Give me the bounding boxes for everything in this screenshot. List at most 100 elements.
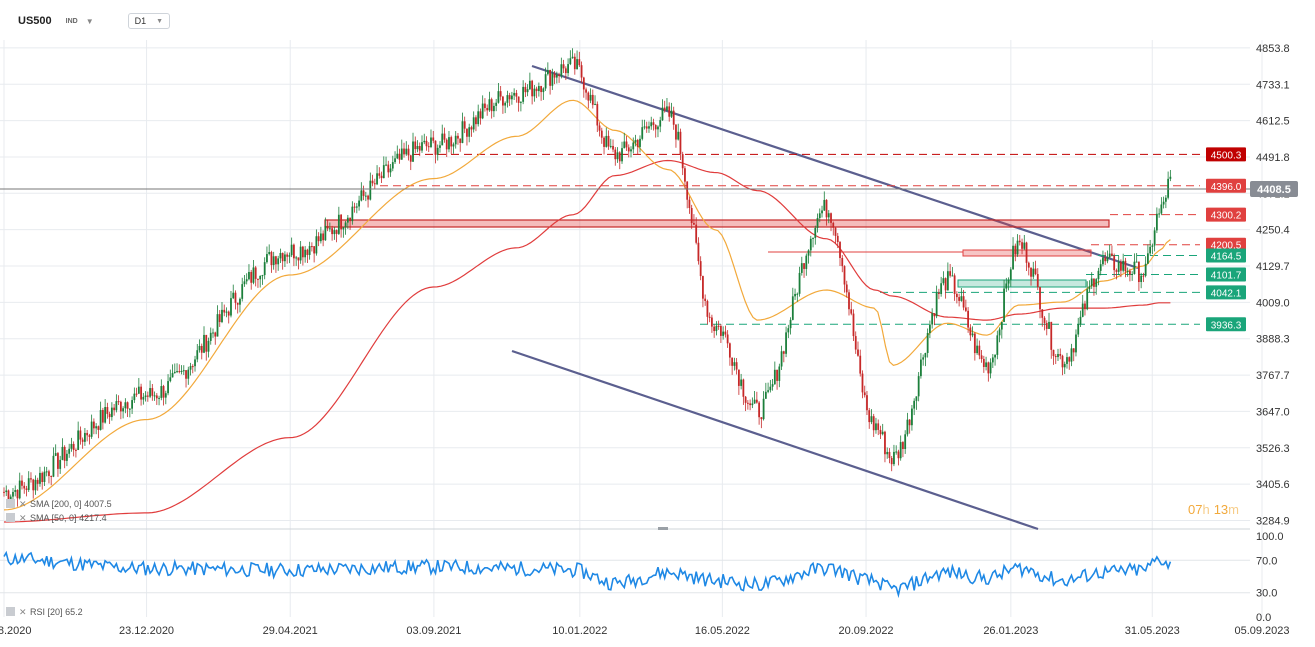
candle	[726, 330, 729, 348]
candle	[839, 240, 841, 267]
candle	[695, 217, 698, 245]
level-tag-label: 4101.7	[1211, 270, 1242, 281]
indicator-settings-icon[interactable]	[6, 607, 15, 616]
candle	[1016, 234, 1019, 257]
timeframe-value: D1	[134, 16, 147, 26]
candle	[61, 438, 64, 461]
candle	[59, 455, 62, 474]
sma50-line[interactable]	[3, 99, 1171, 511]
candle	[158, 395, 160, 406]
close-icon[interactable]: ✕	[19, 513, 27, 523]
candle	[571, 48, 574, 59]
candle	[998, 327, 1001, 343]
indicator-settings-icon[interactable]	[6, 513, 15, 522]
candle	[1160, 197, 1163, 216]
price-axis: 4853.84733.14612.54491.84371.14250.44129…	[1256, 43, 1290, 528]
candle	[337, 206, 340, 235]
candle	[54, 444, 57, 457]
level-tag-4300.2[interactable]: 4300.2	[1206, 207, 1246, 222]
level-tag-4396.0[interactable]: 4396.0	[1206, 178, 1246, 193]
candle	[814, 225, 817, 245]
candle	[239, 297, 241, 313]
candle	[286, 252, 289, 264]
close-icon[interactable]: ✕	[19, 607, 27, 617]
candle	[1146, 244, 1149, 264]
close-icon[interactable]: ✕	[19, 499, 27, 509]
candle	[949, 263, 952, 278]
rsi-value: 65.2	[65, 607, 83, 617]
candle	[1088, 280, 1091, 293]
candle	[495, 98, 498, 112]
candle	[234, 290, 237, 310]
candle	[558, 72, 560, 83]
candle	[836, 232, 839, 249]
resistance-zone-4300[interactable]	[324, 219, 1110, 228]
candle	[937, 288, 940, 300]
sma50-legend[interactable]: ✕ SMA [50, 0] 4217.4	[6, 513, 107, 523]
candle	[434, 140, 437, 164]
candle	[803, 263, 805, 278]
level-tag-4164.5[interactable]: 4164.5	[1206, 248, 1246, 263]
candle	[818, 208, 821, 223]
candle	[531, 79, 534, 105]
rsi-legend[interactable]: ✕ RSI [20] 65.2	[6, 607, 83, 617]
sma200-legend[interactable]: ✕ SMA [200, 0] 4007.5	[6, 499, 112, 509]
candle	[978, 340, 981, 360]
level-tag-4101.7[interactable]: 4101.7	[1206, 267, 1246, 282]
candle	[940, 276, 943, 297]
candle	[996, 330, 999, 360]
candle	[317, 232, 320, 247]
candle	[475, 115, 477, 132]
instrument-symbol[interactable]: US500	[18, 15, 52, 27]
pane-resize-handle[interactable]	[658, 527, 668, 530]
sma200-line[interactable]	[4, 159, 1171, 523]
candle	[380, 171, 383, 183]
rsi-name: RSI	[30, 607, 45, 617]
moving-averages	[3, 99, 1171, 523]
support-zone-4101[interactable]	[957, 279, 1087, 288]
candle	[1018, 234, 1021, 246]
candle	[21, 475, 23, 490]
candle	[675, 123, 677, 148]
candle	[524, 82, 527, 98]
level-tag-label: 4500.3	[1211, 150, 1242, 161]
candle	[34, 475, 37, 495]
sma200-params: [200, 0]	[52, 499, 82, 509]
candle	[315, 229, 318, 256]
candle	[443, 127, 446, 143]
candle	[971, 326, 974, 338]
channel-lower-line[interactable]	[511, 349, 1039, 531]
candle	[92, 418, 95, 435]
indicator-settings-icon[interactable]	[6, 499, 15, 508]
candle	[313, 246, 316, 263]
candle	[702, 275, 704, 308]
candle	[1066, 352, 1068, 369]
candle	[621, 141, 623, 164]
candle	[160, 379, 163, 401]
candle	[933, 313, 936, 326]
candle	[987, 361, 990, 382]
rsi-tick-label: 70.0	[1256, 555, 1277, 567]
level-tag-4200.5[interactable]: 4200.5	[1206, 237, 1246, 252]
level-tag-4042.1[interactable]: 4042.1	[1206, 285, 1246, 300]
candle	[421, 135, 423, 153]
candle	[1059, 348, 1062, 360]
candle	[861, 370, 864, 399]
channel-lines	[511, 64, 1139, 531]
sma50-legend-text: SMA [50, 0] 4217.4	[30, 513, 107, 523]
rsi-line[interactable]	[3, 550, 1172, 599]
rsi-params: [20]	[48, 607, 63, 617]
level-tag-3936.3[interactable]: 3936.3	[1206, 317, 1246, 332]
level-tag-4500.3[interactable]: 4500.3	[1206, 147, 1246, 162]
instrument-dropdown-icon[interactable]: ▼	[85, 16, 94, 26]
channel-upper-line[interactable]	[531, 64, 1139, 270]
candle	[481, 95, 484, 120]
timeframe-select[interactable]: D1 ▼	[127, 13, 171, 29]
candle	[252, 259, 255, 285]
candle	[272, 251, 275, 270]
candle	[169, 369, 172, 383]
candle	[724, 325, 727, 338]
candle	[88, 433, 91, 445]
candle	[1041, 309, 1044, 327]
